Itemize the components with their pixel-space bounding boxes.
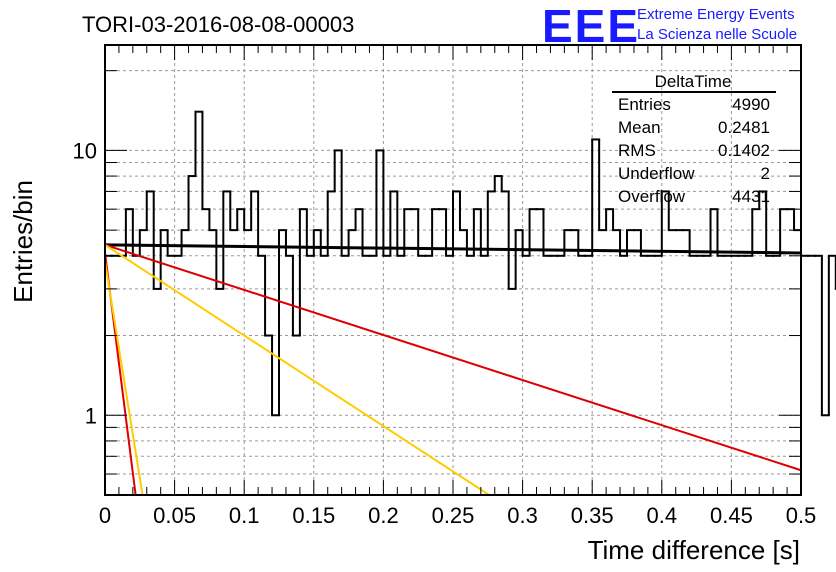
y-tick-label: 10: [73, 138, 97, 163]
x-tick-label: 0.15: [292, 503, 335, 528]
fit-line: [104, 261, 144, 496]
x-tick-label: 0.1: [229, 503, 260, 528]
x-axis-label: Time difference [s]: [588, 535, 800, 565]
axes: [104, 44, 802, 496]
stats-row-label: Overflow: [618, 187, 686, 206]
x-tick-label: 0.45: [710, 503, 753, 528]
stats-row-value: 0.2481: [718, 118, 770, 137]
stats-row-value: 4990: [732, 95, 770, 114]
x-tick-label: 0.3: [507, 503, 538, 528]
stats-row-label: Entries: [618, 95, 671, 114]
stats-row-value: 0.1402: [718, 141, 770, 160]
eee-logo: EEE: [542, 0, 640, 52]
stats-rows: Entries 4990 Mean 0.2481 RMS 0.1402 Underflow 2…: [618, 95, 770, 206]
x-tick-label: 0.5: [786, 503, 817, 528]
y-axis-label: Entries/bin: [8, 180, 38, 303]
fit-lines: [104, 243, 802, 496]
x-tick-label: 0: [99, 503, 111, 528]
stats-title: DeltaTime: [655, 72, 732, 91]
x-tick-label: 0.4: [647, 503, 678, 528]
stats-row-label: Mean: [618, 118, 661, 137]
branding-line-1: Extreme Energy Events: [637, 6, 795, 23]
chart-title: TORI-03-2016-08-08-00003: [82, 12, 354, 37]
branding-line-2: La Scienza nelle Scuole: [637, 26, 797, 43]
stats-row-value: 4431: [732, 187, 770, 206]
y-tick-labels: 1 10: [73, 138, 97, 428]
stats-row-label: Underflow: [618, 164, 695, 183]
x-tick-label: 0.2: [368, 503, 399, 528]
stats-row-value: 2: [761, 164, 770, 183]
x-tick-label: 0.35: [571, 503, 614, 528]
grid-lines: [105, 45, 801, 495]
fit-line: [104, 243, 802, 472]
y-tick-label: 1: [85, 403, 97, 428]
x-tick-label: 0.05: [153, 503, 196, 528]
fit-line: [104, 244, 490, 496]
fit-line: [104, 243, 802, 255]
stats-row-label: RMS: [618, 141, 656, 160]
x-tick-label: 0.25: [432, 503, 475, 528]
x-tick-labels: 0 0.05 0.1 0.15 0.2 0.25 0.3 0.35 0.4 0.45 0.5: [99, 503, 816, 528]
stats-box: DeltaTime Entries 4990 Mean 0.2481 RMS 0.1402…: [612, 72, 776, 206]
